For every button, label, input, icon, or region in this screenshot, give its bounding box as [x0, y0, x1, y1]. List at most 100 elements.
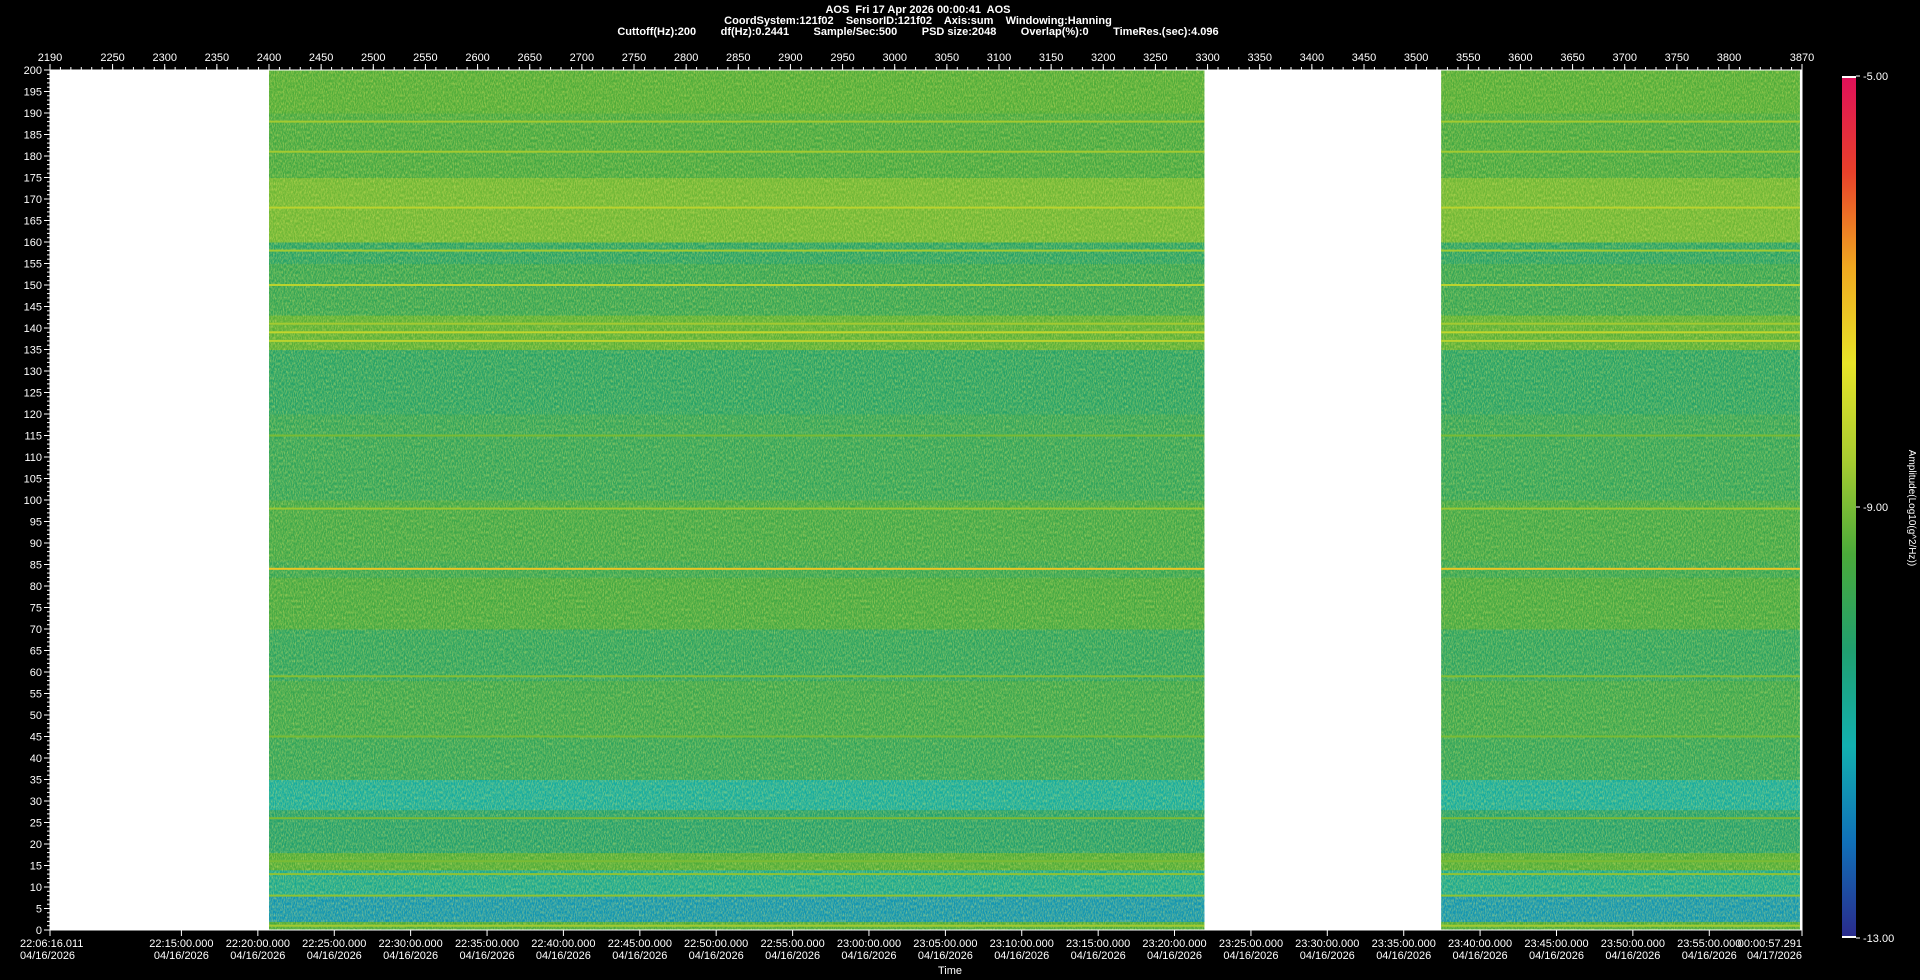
- left-tick-label: 85: [30, 560, 42, 572]
- left-tick-label: 165: [24, 216, 42, 228]
- colorbar[interactable]: -5.00 -9.00 -13.00: [1842, 71, 1894, 945]
- bottom-tick-time: 22:25:00.000: [302, 938, 366, 950]
- top-tick-label: 3050: [935, 52, 959, 64]
- bottom-tick-time: 22:40:00.000: [531, 938, 595, 950]
- left-tick-label: 175: [24, 173, 42, 185]
- left-tick-label: 5: [36, 904, 42, 916]
- chart-subtitle-coords: CoordSystem:121f02 SensorID:121f02 Axis:…: [724, 15, 1112, 27]
- spectral-line: [269, 206, 1205, 209]
- top-tick-label: 3200: [1091, 52, 1115, 64]
- bottom-tick-time: 22:55:00.000: [761, 938, 825, 950]
- bottom-tick-date: 04/16/2026: [1453, 950, 1508, 962]
- spectral-line: [1441, 331, 1800, 334]
- top-tick-label: 3100: [987, 52, 1011, 64]
- spectral-line: [1441, 894, 1800, 897]
- spectral-line: [1441, 817, 1800, 820]
- left-tick-label: 100: [24, 495, 42, 507]
- x-axis-label: Time: [938, 965, 962, 977]
- left-tick-label: 130: [24, 366, 42, 378]
- left-tick-label: 95: [30, 517, 42, 529]
- bottom-tick-date: 04/16/2026: [612, 950, 667, 962]
- top-tick-label: 3700: [1612, 52, 1636, 64]
- top-tick-label: 2350: [205, 52, 229, 64]
- bottom-tick-time: 23:10:00.000: [990, 938, 1054, 950]
- left-tick-label: 60: [30, 667, 42, 679]
- bottom-tick-time: 22:35:00.000: [455, 938, 519, 950]
- spectral-line: [269, 322, 1205, 325]
- top-tick-label: 3400: [1300, 52, 1324, 64]
- chart-subtitle-params: Cuttoff(Hz):200 df(Hz):0.2441 Sample/Sec…: [617, 26, 1219, 38]
- left-tick-label: 105: [24, 474, 42, 486]
- spectral-line: [1441, 735, 1800, 738]
- top-tick-label: 3800: [1717, 52, 1741, 64]
- colorbar-tick-label: -5.00: [1863, 71, 1888, 83]
- spectral-line: [269, 339, 1205, 342]
- top-tick-label: 3000: [882, 52, 906, 64]
- top-tick-label: 2500: [361, 52, 385, 64]
- top-tick-label: 2550: [413, 52, 437, 64]
- left-tick-label: 55: [30, 689, 42, 701]
- spectral-line: [269, 817, 1205, 820]
- chart-title: AOS Fri 17 Apr 2026 00:00:41 AOS: [825, 4, 1011, 16]
- top-tick-label: 3450: [1352, 52, 1376, 64]
- bottom-tick-date: 04/16/2026: [994, 950, 1049, 962]
- left-tick-label: 190: [24, 108, 42, 120]
- bottom-tick-date: 04/16/2026: [460, 950, 515, 962]
- colorbar-tick-label: -13.00: [1863, 933, 1894, 945]
- bottom-tick-date: 04/16/2026: [230, 950, 285, 962]
- spectral-line: [1441, 567, 1800, 570]
- left-tick-label: 15: [30, 861, 42, 873]
- bottom-tick-time: 23:25:00.000: [1219, 938, 1283, 950]
- spectral-line: [269, 735, 1205, 738]
- bottom-axis: 22:06:16.01104/16/202622:15:00.00004/16/…: [20, 929, 1803, 962]
- colorbar-tick-label: -9.00: [1863, 502, 1888, 514]
- top-tick-label: 2900: [778, 52, 802, 64]
- top-tick-label: 3500: [1404, 52, 1428, 64]
- bottom-tick-date: 04/17/2026: [1747, 950, 1802, 962]
- left-tick-label: 155: [24, 259, 42, 271]
- data-segment: [1441, 70, 1800, 931]
- left-tick-label: 120: [24, 409, 42, 421]
- spectral-line: [1441, 924, 1800, 927]
- spectral-line: [1441, 206, 1800, 209]
- left-tick-label: 35: [30, 775, 42, 787]
- top-tick-label: 2300: [152, 52, 176, 64]
- spectral-line: [1441, 339, 1800, 342]
- spectral-line: [269, 507, 1205, 510]
- bottom-tick-date: 04/16/2026: [1682, 950, 1737, 962]
- spectral-line: [1441, 249, 1800, 252]
- left-tick-label: 10: [30, 882, 42, 894]
- spectral-line: [1441, 507, 1800, 510]
- bottom-tick-date: 04/16/2026: [1147, 950, 1202, 962]
- top-tick-label: 2450: [309, 52, 333, 64]
- colorbar-bottom-marker: [1842, 936, 1856, 938]
- top-tick-label: 2800: [674, 52, 698, 64]
- spectral-line: [269, 894, 1205, 897]
- top-tick-label: 3350: [1247, 52, 1271, 64]
- left-tick-label: 125: [24, 388, 42, 400]
- bottom-tick-date: 04/16/2026: [1071, 950, 1126, 962]
- noise-texture: [269, 70, 1205, 930]
- bottom-tick-time: 23:55:00.000: [1677, 938, 1741, 950]
- bottom-tick-time: 23:05:00.000: [913, 938, 977, 950]
- colorbar-top-marker: [1842, 76, 1856, 78]
- spectral-line: [269, 873, 1205, 876]
- left-tick-label: 80: [30, 581, 42, 593]
- spectral-line: [269, 434, 1205, 437]
- spectral-line: [269, 150, 1205, 153]
- bottom-tick-date: 04/16/2026: [383, 950, 438, 962]
- left-tick-label: 20: [30, 839, 42, 851]
- bottom-tick-date: 04/16/2026: [918, 950, 973, 962]
- bottom-tick-date: 04/16/2026: [1376, 950, 1431, 962]
- bottom-tick-time: 23:20:00.000: [1142, 938, 1206, 950]
- spectral-line: [1441, 873, 1800, 876]
- spectral-line: [1441, 860, 1800, 863]
- spectral-line: [269, 924, 1205, 927]
- bottom-tick-time: 23:35:00.000: [1372, 938, 1436, 950]
- top-tick-label: 3550: [1456, 52, 1480, 64]
- spectral-line: [269, 249, 1205, 252]
- bottom-tick-time: 23:50:00.000: [1601, 938, 1665, 950]
- left-tick-label: 140: [24, 323, 42, 335]
- top-tick-label: 2850: [726, 52, 750, 64]
